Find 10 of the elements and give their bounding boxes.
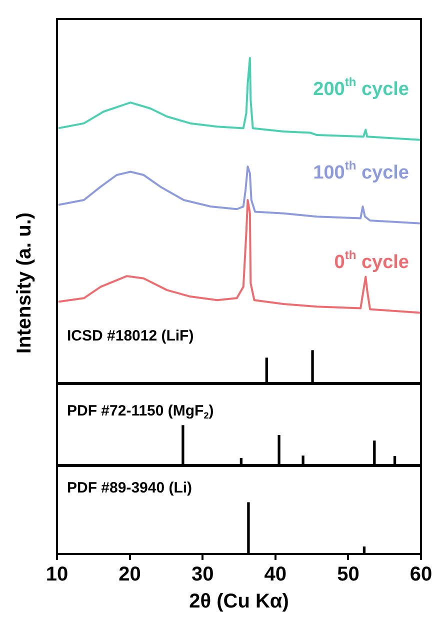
- x-tick-label: 60: [410, 564, 432, 586]
- x-tick-label: 40: [264, 564, 287, 586]
- x-tick-label: 10: [46, 564, 68, 586]
- x-tick-label: 30: [191, 564, 214, 586]
- x-tick-label: 50: [337, 564, 360, 586]
- x-tick-label: 20: [118, 564, 141, 586]
- text: PDF #89-3940 (Li): [67, 480, 192, 497]
- y-axis-title: Intensity (a. u.): [14, 212, 36, 354]
- x-axis-title: 2θ (Cu Kα): [189, 590, 289, 613]
- text: ICSD #18012 (LiF): [67, 328, 194, 345]
